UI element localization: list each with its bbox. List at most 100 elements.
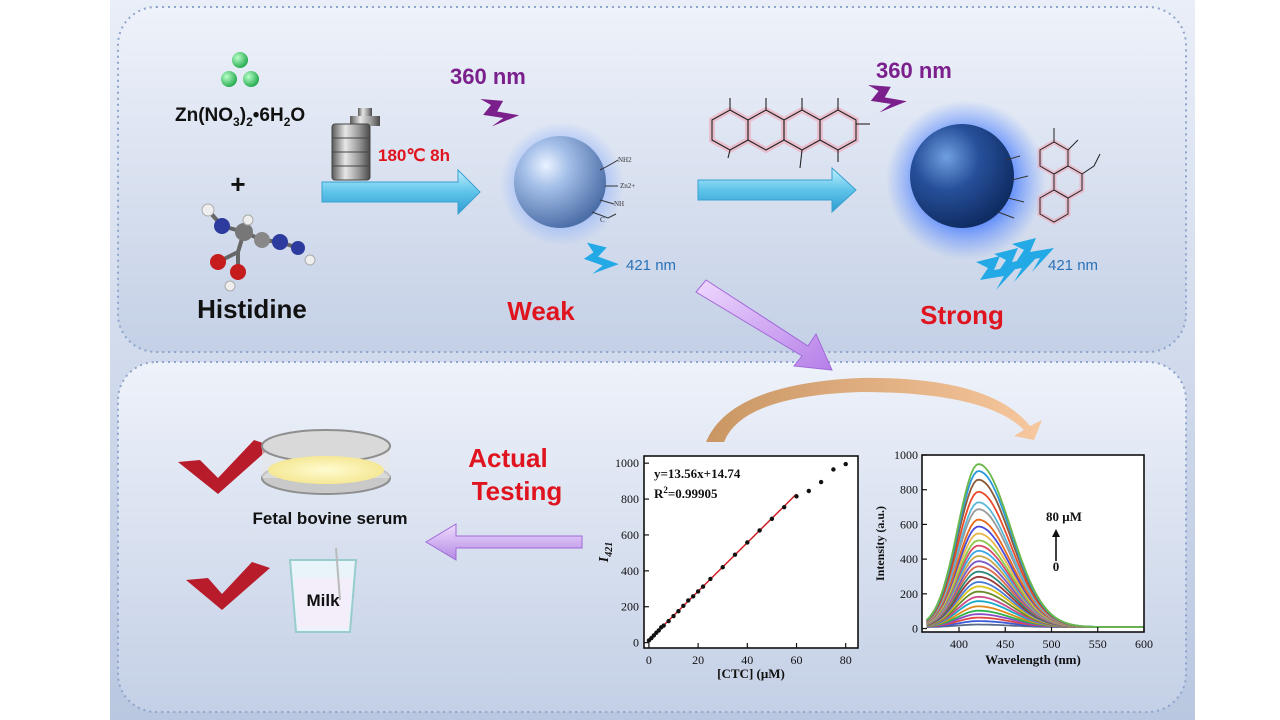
data-point <box>671 613 676 619</box>
data-point <box>831 467 836 472</box>
plot-frame <box>921 454 1145 633</box>
plot-frame <box>643 455 859 649</box>
y-tick-label: 0 <box>633 636 639 650</box>
data-point <box>661 623 666 628</box>
ligand-label: Histidine <box>197 294 307 324</box>
data-point <box>708 576 713 582</box>
emission-label-left: 421 nm <box>626 257 676 274</box>
plus-sign: + <box>230 169 245 199</box>
data-point <box>690 594 696 599</box>
emission-label-right: 421 nm <box>1048 257 1098 274</box>
x-tick-label: 400 <box>950 637 968 651</box>
x-tick-label: 550 <box>1089 637 1107 651</box>
excitation-label-left: 360 nm <box>450 64 526 89</box>
detection-arrow <box>695 279 833 371</box>
concentration-min: 0 <box>1053 559 1060 574</box>
data-point <box>720 565 725 570</box>
zinc-ion-icon <box>221 52 259 87</box>
x-tick-label: 0 <box>646 653 652 667</box>
y-tick-label: 200 <box>900 587 918 601</box>
x-tick-label: 40 <box>741 653 753 667</box>
y-tick-label: 0 <box>912 622 918 636</box>
x-axis-label: Wavelength (nm) <box>985 652 1081 667</box>
y-tick-label: 1000 <box>894 448 918 462</box>
data-point <box>782 504 787 510</box>
spectra-chart: 400 450 500 550 600 0 200 400 600 800 1000 80 μM 0 Wa… <box>873 448 1153 667</box>
excitation-label-right: 360 nm <box>876 58 952 83</box>
data-point <box>806 488 812 494</box>
data-point <box>818 479 824 485</box>
y-tick-label: 1000 <box>615 456 639 470</box>
data-point <box>769 516 775 522</box>
y-tick-label: 400 <box>621 564 639 578</box>
data-point <box>732 552 738 557</box>
data-point <box>745 540 750 545</box>
x-tick-label: 450 <box>996 637 1014 651</box>
surface-label-2: Zn2+ <box>620 182 635 190</box>
synthesis-arrow <box>321 168 481 216</box>
data-point <box>794 494 799 499</box>
petri-dish-icon <box>261 429 391 495</box>
calibration-chart: 0 20 40 60 8002004006008001000y=13.56x+14.74… <box>597 455 859 681</box>
x-axis-label: [CTC] (μM) <box>717 666 785 681</box>
y-axis-label: I421 <box>597 542 615 563</box>
check-icon-serum <box>178 440 272 494</box>
y-axis-label: Intensity (a.u.) <box>873 506 887 581</box>
data-point <box>656 628 661 633</box>
nanoparticle-strong <box>910 124 1014 228</box>
milk-glass-icon <box>288 547 358 633</box>
data-point <box>843 461 848 467</box>
binding-arrow <box>697 166 857 214</box>
emission-bolt-icon-left <box>583 242 619 274</box>
autoclave-icon <box>331 108 380 181</box>
data-point <box>757 528 762 533</box>
actual-testing-line1: Actual <box>468 443 547 473</box>
x-tick-label: 80 <box>840 653 852 667</box>
fit-equation: y=13.56x+14.74 <box>654 466 741 481</box>
check-icon-milk <box>186 562 270 610</box>
state-strong: Strong <box>920 300 1004 330</box>
testing-arrow <box>425 523 583 561</box>
histidine-molecule-icon <box>201 203 316 292</box>
actual-testing-line2: Testing <box>472 476 563 506</box>
surface-groups-weak <box>591 159 619 219</box>
sample-milk: Milk <box>306 591 340 610</box>
x-tick-label: 500 <box>1043 637 1061 651</box>
emission-bolts-icon-right <box>976 238 1054 290</box>
data-point <box>666 618 671 624</box>
reaction-condition: 180℃ 8h <box>378 146 450 165</box>
excitation-bolt-icon-right <box>868 84 907 113</box>
precursor-formula: Zn(NO3)2•6H2O <box>175 105 305 129</box>
nanoparticle-weak <box>514 136 606 228</box>
x-tick-label: 600 <box>1135 637 1153 651</box>
ctc-molecule-icon <box>709 98 870 169</box>
x-tick-label: 20 <box>692 653 704 667</box>
increase-arrow-head <box>1052 529 1060 537</box>
synthesis-panel <box>117 6 1187 353</box>
y-tick-label: 800 <box>621 492 639 506</box>
surface-label-1: NH2 <box>618 156 632 164</box>
y-tick-label: 200 <box>621 600 639 614</box>
data-point <box>681 603 686 609</box>
data-point <box>695 589 701 594</box>
relation-arc <box>706 377 1042 442</box>
x-tick-label: 60 <box>791 653 803 667</box>
bound-ctc-icon <box>1037 128 1101 225</box>
data-point <box>676 609 681 614</box>
excitation-bolt-icon <box>480 99 520 127</box>
y-tick-label: 800 <box>900 483 918 497</box>
y-tick-label: 600 <box>900 517 918 531</box>
surface-label-4: C <box>600 216 605 224</box>
surface-label-3: NH <box>614 200 624 208</box>
concentration-max: 80 μM <box>1046 509 1082 524</box>
surface-groups-strong <box>997 155 1029 219</box>
spectrum-line <box>925 463 1144 628</box>
data-point <box>700 584 706 589</box>
r-squared: R2=0.99905 <box>654 485 718 501</box>
y-tick-label: 600 <box>621 528 639 542</box>
state-weak: Weak <box>507 296 575 326</box>
sample-serum: Fetal bovine serum <box>253 509 408 528</box>
data-point <box>686 598 691 603</box>
y-tick-label: 400 <box>900 552 918 566</box>
